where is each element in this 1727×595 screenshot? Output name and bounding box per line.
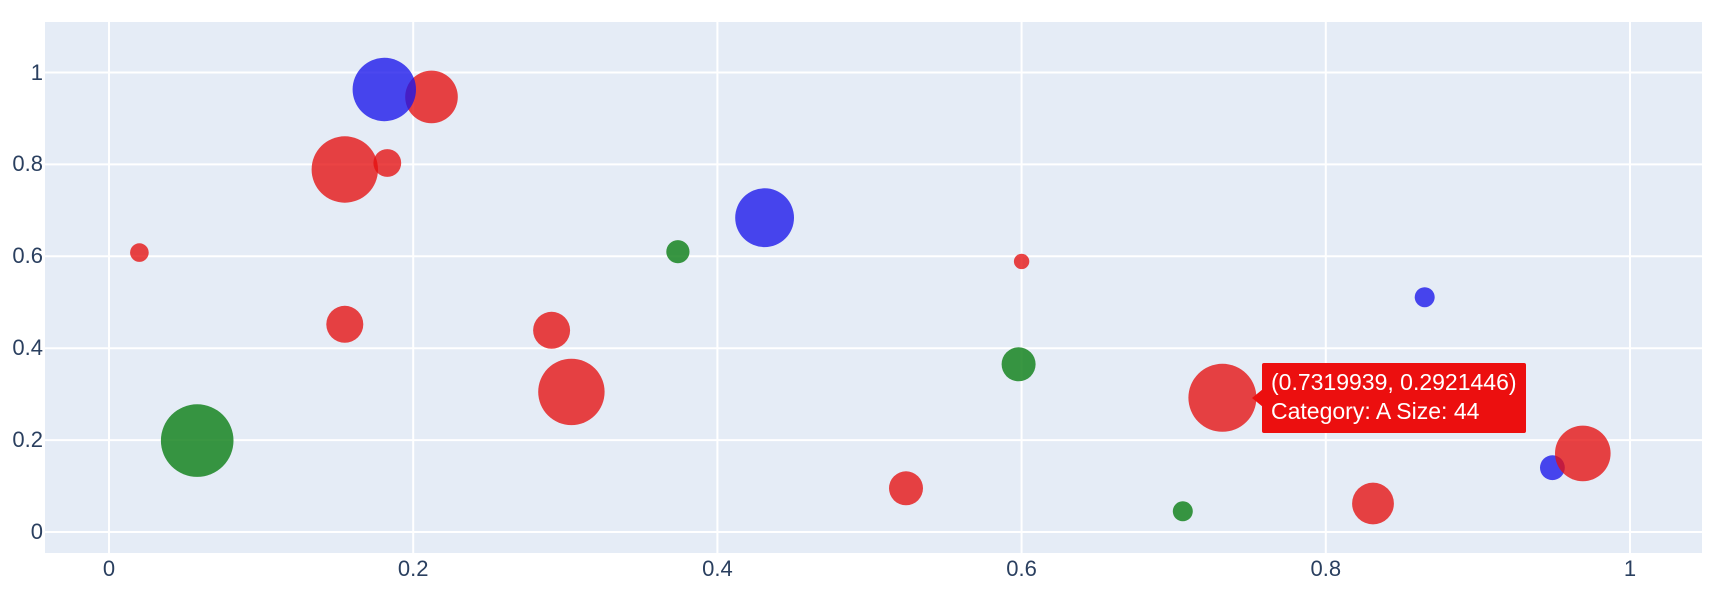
bubble-red[interactable] (1013, 253, 1030, 270)
x-tick-label: 0 (102, 556, 116, 581)
tooltip-coordinates: (0.7319939, 0.2921446) (1271, 369, 1517, 395)
bubble-green[interactable] (666, 240, 690, 264)
bubble-red[interactable] (405, 70, 458, 124)
bubble-green[interactable] (1001, 347, 1036, 382)
tooltip-arrow-icon (1252, 389, 1263, 407)
tooltip-category-size: Category: A Size: 44 (1271, 398, 1480, 424)
hover-tooltip: (0.7319939, 0.2921446) Category: A Size:… (1252, 363, 1526, 433)
bubble-red[interactable] (326, 305, 364, 343)
x-tick-label: 1 (1623, 556, 1637, 581)
bubble-red[interactable] (311, 136, 378, 203)
bubble-blue[interactable] (735, 188, 794, 248)
plot-background (45, 22, 1702, 553)
x-tick-label: 0.6 (1006, 556, 1037, 581)
bubble-blue[interactable] (352, 57, 416, 122)
y-tick-label: 0.4 (12, 335, 43, 361)
bubble-red[interactable] (1352, 482, 1394, 525)
y-tick-label: 0.2 (12, 427, 43, 453)
bubble-red[interactable] (889, 471, 923, 506)
y-tick-label: 0.8 (12, 151, 43, 177)
bubble-red[interactable] (1555, 425, 1611, 482)
bubble-red[interactable] (373, 149, 402, 177)
y-tick-label: 0.6 (12, 243, 43, 269)
bubble-green[interactable] (1172, 501, 1193, 522)
y-tick-label: 0 (30, 519, 43, 544)
y-tick-label: 1 (30, 59, 43, 85)
bubble-red[interactable] (533, 311, 571, 349)
x-tick-label: 0.2 (397, 556, 429, 581)
bubble-blue[interactable] (1414, 287, 1435, 308)
x-tick-label: 0.8 (1310, 556, 1342, 581)
bubble-green[interactable] (160, 404, 234, 477)
bubble-red[interactable] (1188, 363, 1257, 432)
bubble-red[interactable] (538, 358, 605, 426)
x-tick-label: 0.4 (702, 556, 733, 581)
bubble-red[interactable] (130, 243, 149, 262)
